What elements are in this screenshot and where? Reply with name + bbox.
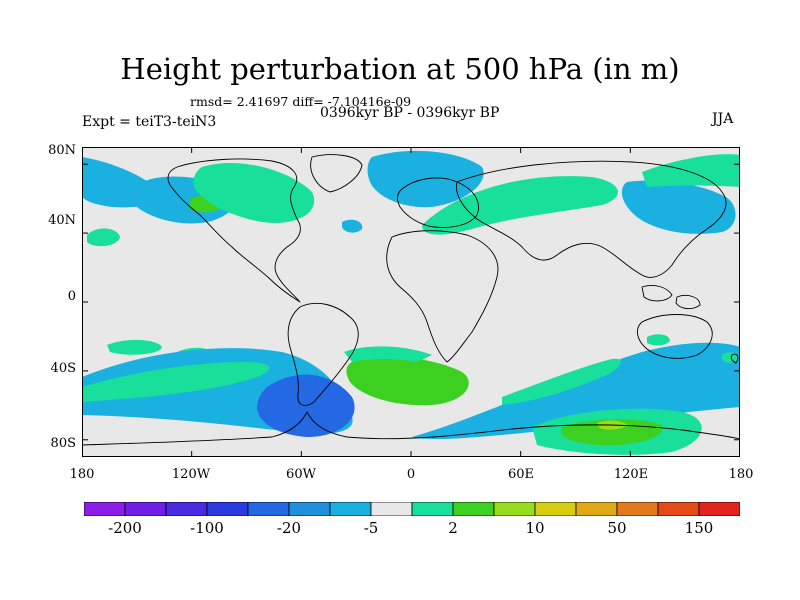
x-tick-120w: 120W <box>171 467 211 482</box>
colorbar <box>84 502 740 516</box>
plot-title: Height perturbation at 500 hPa (in m) <box>120 52 680 86</box>
colorbar-box <box>206 502 249 516</box>
x-tick-120e: 120E <box>613 467 649 482</box>
colorbar-label-neg5: -5 <box>363 519 379 537</box>
y-tick-40n: 40N <box>48 213 76 228</box>
coast-africa <box>386 230 499 363</box>
coast-maritime <box>641 284 673 302</box>
field-satl-green-outer <box>344 346 432 362</box>
colorbar-box <box>411 502 454 516</box>
colorbar-box <box>575 502 618 516</box>
period-label: 0396kyr BP - 0396kyr BP <box>320 105 500 121</box>
coast-greenland <box>310 154 363 193</box>
colorbar-box <box>329 502 372 516</box>
coast-europe <box>397 177 479 228</box>
y-tick-80n: 80N <box>48 143 76 158</box>
map-plot <box>82 147 740 457</box>
coast-north-america <box>167 158 301 303</box>
field-australia-green <box>647 334 670 346</box>
colorbar-label-neg100: -100 <box>190 519 224 537</box>
field-hudson-green <box>193 163 315 223</box>
y-tick-80s: 80S <box>50 436 76 451</box>
colorbar-label-50: 50 <box>607 519 627 537</box>
field-npac-green <box>87 228 120 247</box>
colorbar-box <box>657 502 700 516</box>
coast-australia <box>636 314 713 359</box>
stats-line: rmsd= 2.41697 diff= -7.10416e-09 <box>190 94 412 109</box>
field-spac-green <box>107 339 162 355</box>
colorbar-label-2: 2 <box>448 519 458 537</box>
x-tick-0: 0 <box>406 467 416 482</box>
colorbar-label-neg200: -200 <box>108 519 142 537</box>
field-satl-green <box>346 356 469 406</box>
x-tick-180e: 180 <box>728 467 754 482</box>
field-tasman-green <box>722 352 738 363</box>
colorbar-box <box>452 502 495 516</box>
colorbar-label-neg20: -20 <box>276 519 302 537</box>
coast-south-america <box>287 303 359 406</box>
colorbar-box <box>616 502 659 516</box>
colorbar-box <box>288 502 331 516</box>
colorbar-box <box>370 502 413 516</box>
field-eurasia-green <box>422 176 619 235</box>
x-tick-60w: 60W <box>286 467 316 482</box>
y-tick-0: 0 <box>67 289 76 304</box>
colorbar-box <box>534 502 577 516</box>
experiment-label: Expt = teiT3-teiN3 <box>82 114 217 130</box>
colorbar-box <box>124 502 167 516</box>
colorbar-box <box>493 502 536 516</box>
colorbar-box <box>698 502 740 516</box>
colorbar-box <box>247 502 290 516</box>
colorbar-label-150: 150 <box>684 519 714 537</box>
colorbar-boxes <box>84 502 740 516</box>
coast-new-zealand <box>730 353 739 364</box>
coastlines <box>82 154 740 446</box>
x-tick-60e: 60E <box>507 467 535 482</box>
coast-borneo <box>675 294 701 310</box>
map-ticks <box>82 147 740 457</box>
season-label: JJA <box>712 111 734 127</box>
y-tick-40s: 40S <box>50 361 76 376</box>
coast-asia <box>456 160 727 278</box>
field-natl-small <box>342 219 363 233</box>
field-indian-green <box>502 358 621 405</box>
coast-antarctica <box>82 411 740 446</box>
field-southern-band-green <box>82 362 270 402</box>
field-pacific-east-green <box>642 154 740 187</box>
x-tick-180w: 180 <box>69 467 95 482</box>
field-asia-negative <box>621 180 736 234</box>
colorbar-label-10: 10 <box>525 519 545 537</box>
colorbar-box <box>165 502 208 516</box>
colorbar-box <box>84 502 126 516</box>
perturbation-fields <box>82 150 740 455</box>
